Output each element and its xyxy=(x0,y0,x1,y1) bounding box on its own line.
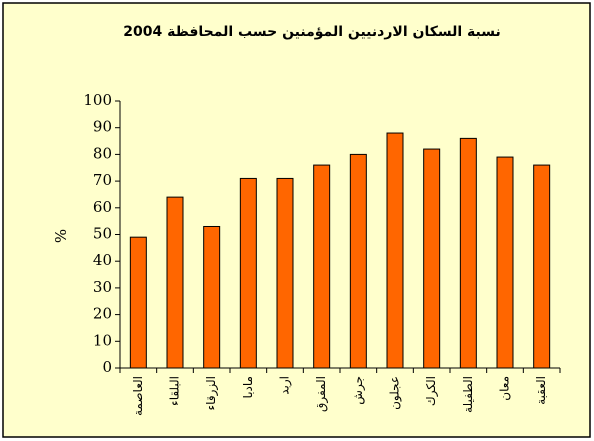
x-tick-label: جرش xyxy=(351,376,366,405)
y-tick-label: 10 xyxy=(93,331,112,349)
y-tick-label: 80 xyxy=(93,144,112,162)
bar xyxy=(423,148,441,369)
bar xyxy=(166,196,184,369)
x-tick-label: البلقاء xyxy=(168,376,182,406)
bar xyxy=(386,132,404,369)
y-tick-label: 50 xyxy=(93,225,112,243)
y-tick-label: 70 xyxy=(93,171,112,189)
x-tick-label: اربد xyxy=(278,376,293,395)
y-tick-label: 60 xyxy=(93,198,112,216)
y-tick-label: 0 xyxy=(102,358,112,376)
x-tick-label: الزرقاء xyxy=(204,376,219,410)
y-axis-label: % xyxy=(52,229,70,243)
bar xyxy=(496,156,514,369)
y-tick-label: 100 xyxy=(83,91,112,109)
chart-title: نسبة السكان الاردنيين المؤمنين حسب المحا… xyxy=(123,24,500,40)
bar xyxy=(276,177,294,369)
x-tick-label: عجلون xyxy=(388,376,403,410)
x-tick-label: العقبة xyxy=(534,376,548,405)
bar xyxy=(349,153,367,369)
y-tick-label: 40 xyxy=(93,251,112,269)
x-tick-label: الطفيلة xyxy=(461,376,475,413)
bar xyxy=(533,164,551,369)
bar xyxy=(313,164,331,369)
bar xyxy=(129,236,147,369)
x-tick-label: مادبا xyxy=(241,376,255,398)
bar xyxy=(239,177,257,369)
bar xyxy=(459,137,477,369)
x-tick-label: المفرق xyxy=(314,376,329,412)
y-tick-label: 30 xyxy=(93,278,112,296)
x-tick-label: الكرك xyxy=(424,376,439,406)
x-tick-label: معان xyxy=(498,376,512,401)
y-tick-label: 20 xyxy=(93,305,112,323)
x-tick-label: العاصمة xyxy=(131,376,145,416)
y-tick-label: 90 xyxy=(93,118,112,136)
bar xyxy=(203,225,221,369)
